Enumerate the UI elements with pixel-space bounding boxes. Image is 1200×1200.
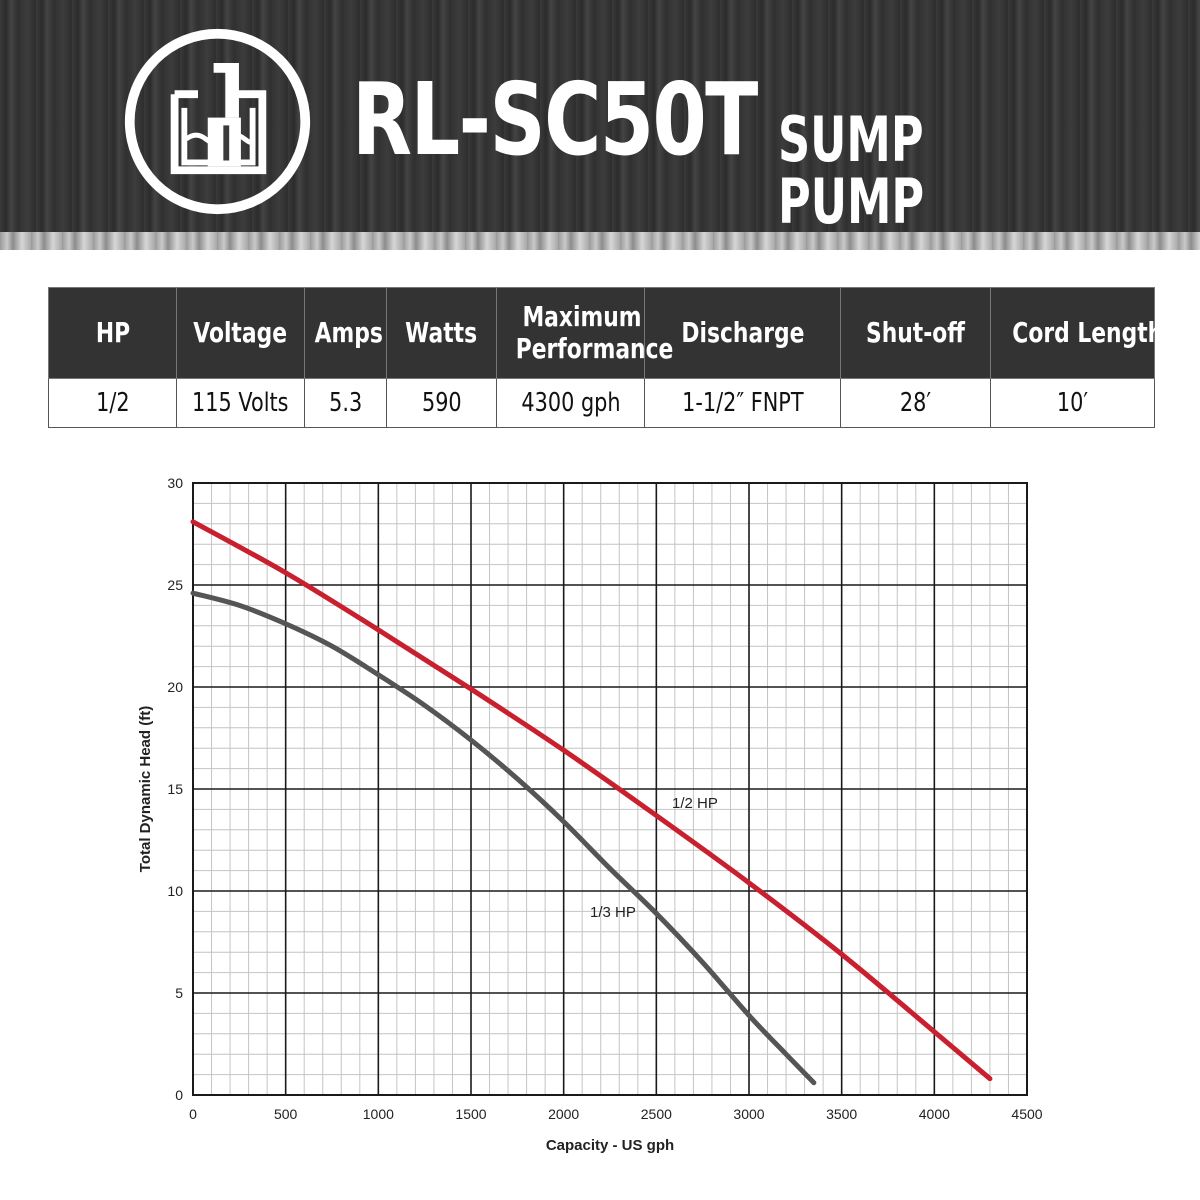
y-tick-label: 10: [167, 883, 183, 899]
x-tick-label: 1500: [455, 1106, 486, 1122]
specs-value-cell: 10′: [990, 378, 1155, 428]
x-tick-label: 4500: [1011, 1106, 1042, 1122]
series-line-1-2-hp: [190, 519, 993, 1082]
model-title: RL-SC50T: [352, 61, 758, 178]
x-tick-label: 500: [274, 1106, 298, 1122]
y-axis-title: Total Dynamic Head (ft): [137, 706, 154, 872]
specs-value-cell: 1-1/2″ FNPT: [644, 378, 841, 428]
specs-header-cell: Cord Length: [990, 287, 1163, 379]
specs-header-cell: Amps: [304, 287, 387, 379]
series-label-1-2-hp: 1/2 HP: [672, 795, 718, 812]
specs-value-cell: 28′: [840, 378, 991, 428]
plot-frame: [192, 482, 1028, 1096]
header-banner: RL-SC50T SUMP PUMP: [0, 0, 1200, 250]
y-tick-label: 20: [167, 679, 183, 695]
specs-header-cell: Voltage: [176, 287, 305, 379]
specs-value-cell: 5.3: [304, 378, 387, 428]
specs-header-row: HP Voltage Amps Watts Maximum Performanc…: [48, 287, 1163, 379]
y-tick-label: 0: [175, 1087, 183, 1103]
x-tick-label: 3000: [733, 1106, 764, 1122]
y-tick-label: 30: [167, 475, 183, 491]
specs-header-cell: Maximum Performance: [496, 287, 673, 379]
x-tick-label: 4000: [919, 1106, 950, 1122]
x-axis-title: Capacity - US gph: [546, 1137, 674, 1154]
x-tick-label: 2000: [548, 1106, 579, 1122]
specs-table: HP Voltage Amps Watts Maximum Performanc…: [48, 287, 1163, 428]
specs-value-cell: 4300 gph: [496, 378, 645, 428]
y-tick-label: 25: [167, 577, 183, 593]
specs-header-cell: Shut-off: [840, 287, 991, 379]
specs-header-cell: HP: [48, 287, 177, 379]
x-tick-label: 3500: [826, 1106, 857, 1122]
x-tick-label: 2500: [641, 1106, 672, 1122]
y-tick-label: 15: [167, 781, 183, 797]
x-tick-label: 1000: [363, 1106, 394, 1122]
product-subtitle: SUMP PUMP: [778, 103, 925, 238]
specs-header-cell: Watts: [386, 287, 497, 379]
series-label-1-3-hp: 1/3 HP: [590, 904, 636, 921]
sump-pump-logo-icon: [124, 28, 311, 215]
series-line-1-3-hp: [190, 590, 817, 1086]
x-tick-label: 0: [189, 1106, 197, 1122]
specs-value-cell: 115 Volts: [176, 378, 305, 428]
specs-header-cell: Discharge: [644, 287, 841, 379]
specs-value-row: 1/2 115 Volts 5.3 590 4300 gph 1-1/2″ FN…: [48, 378, 1155, 428]
y-tick-label: 5: [175, 985, 183, 1001]
